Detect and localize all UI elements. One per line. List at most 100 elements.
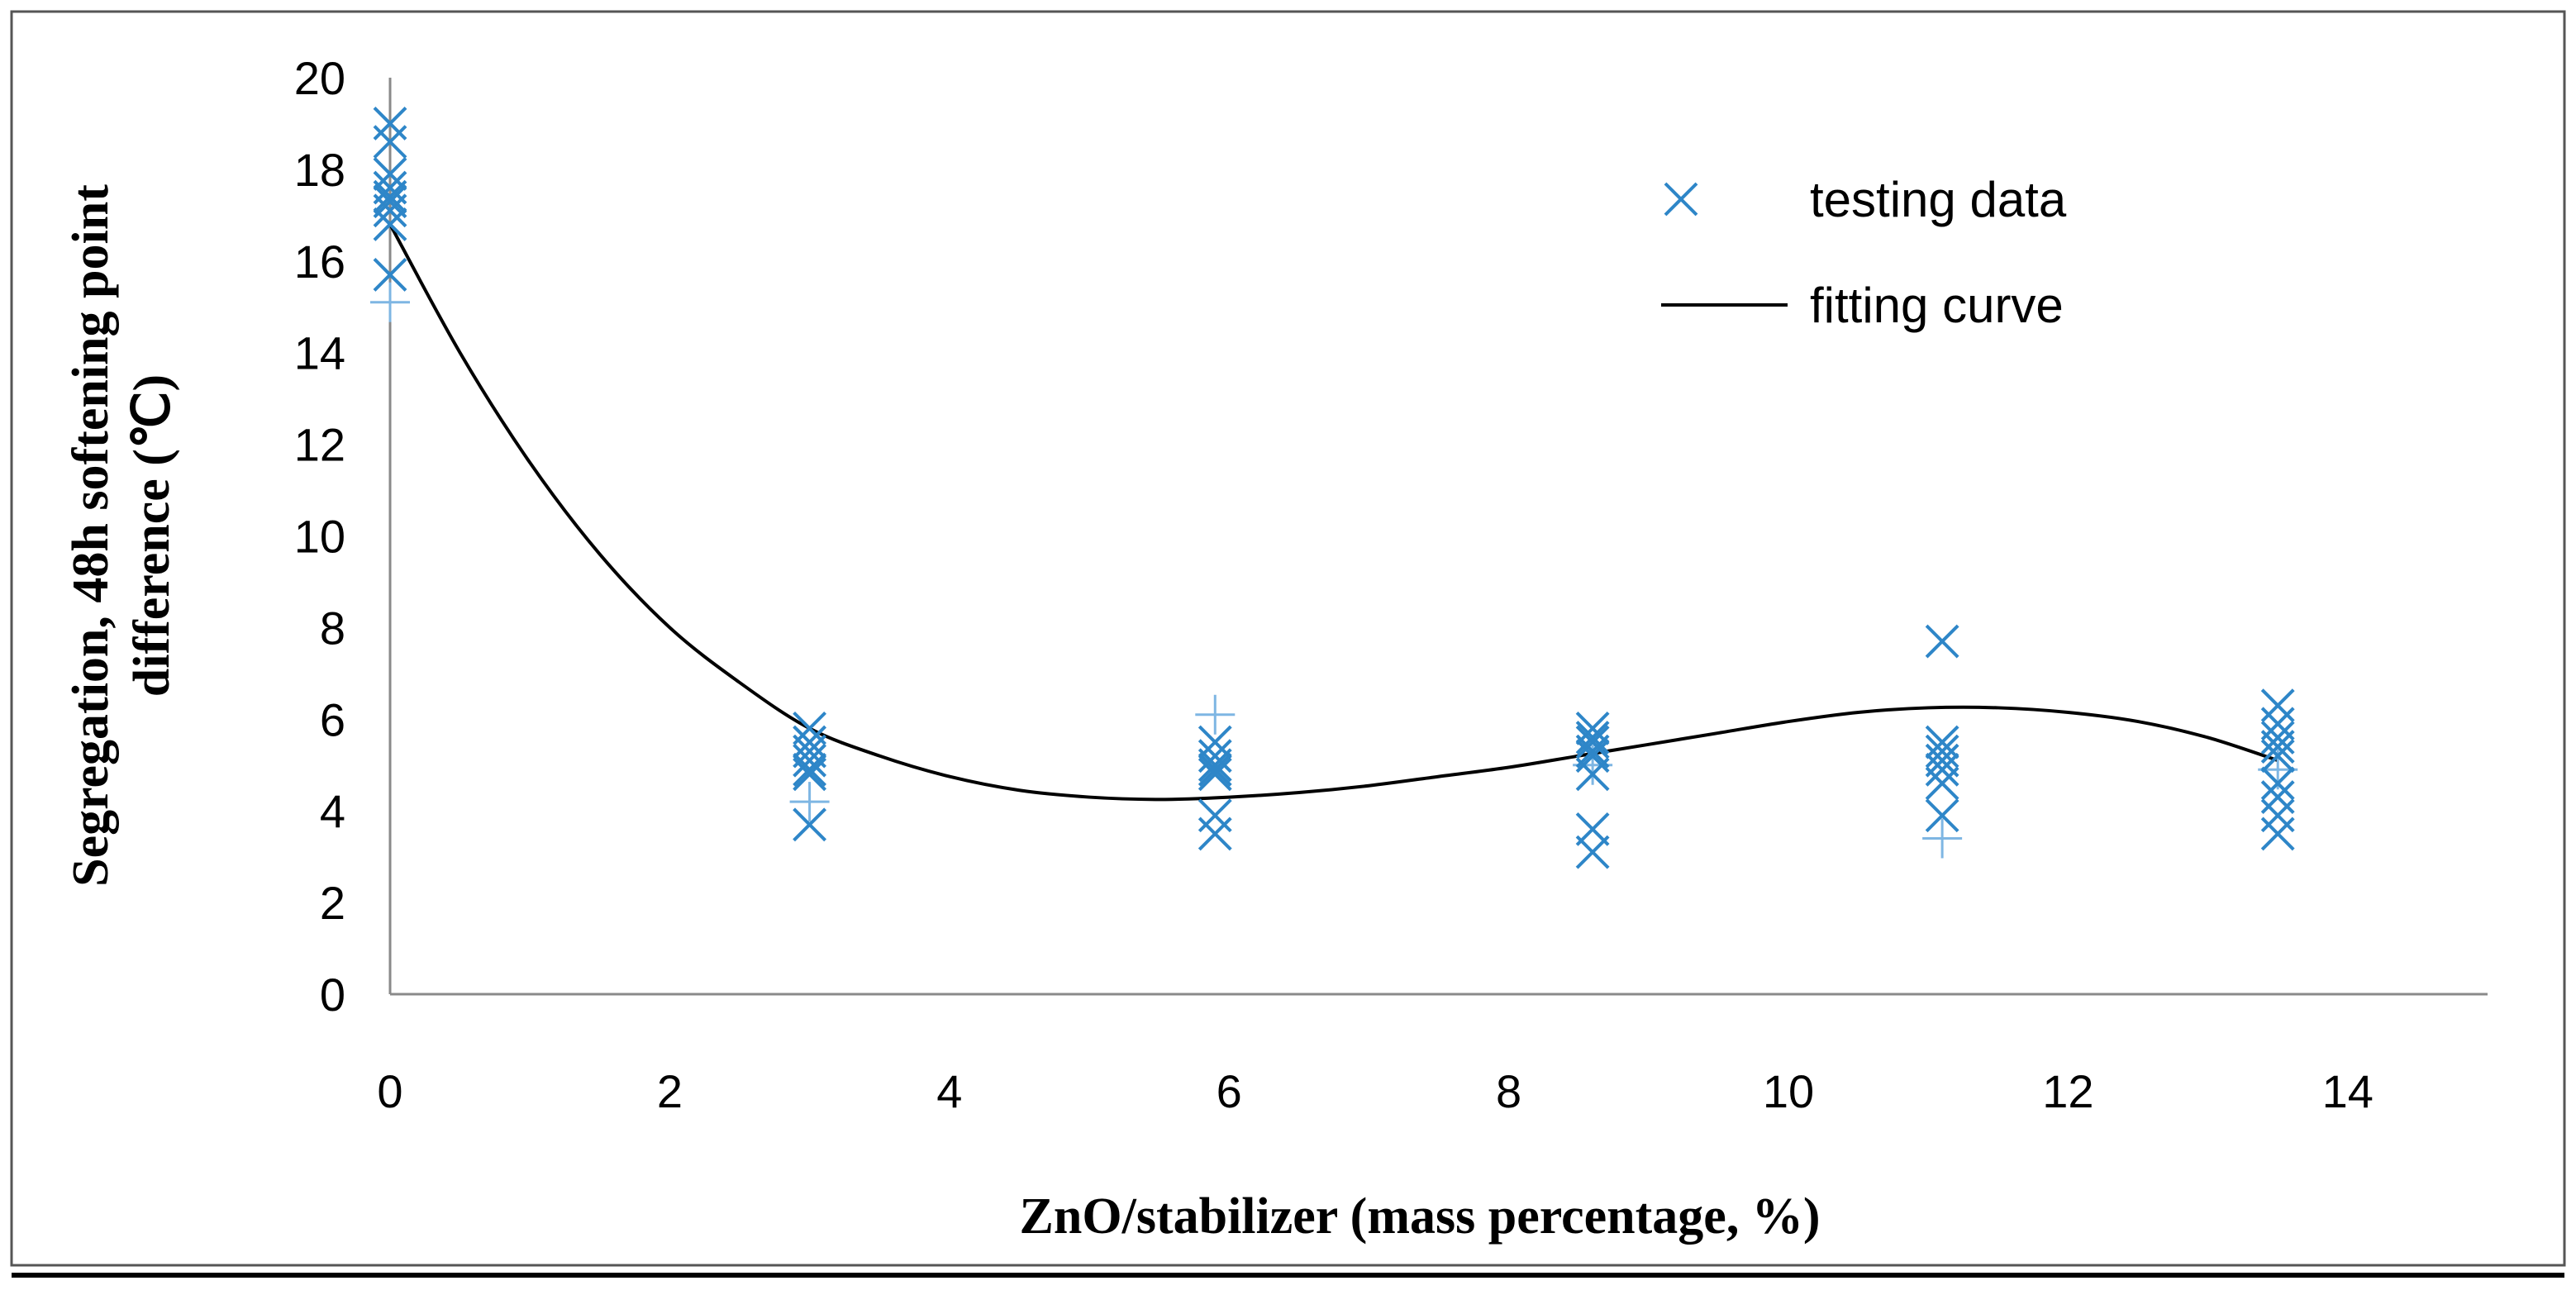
x-tick-label: 6 <box>1217 1065 1242 1117</box>
x-marker <box>1575 835 1610 869</box>
y-tick-labels: 0 2 4 6 8 10 12 14 16 18 20 <box>294 52 345 1021</box>
y-axis-title-line2: difference (℃) <box>124 374 180 697</box>
x-marker <box>793 807 827 842</box>
x-marker <box>2260 780 2295 814</box>
y-tick-label: 4 <box>320 785 345 837</box>
x-marker-stroke <box>1575 725 1610 759</box>
x-marker <box>1198 817 1232 851</box>
x-marker <box>1198 757 1232 792</box>
x-tick-label: 0 <box>377 1065 402 1117</box>
x-marker-stroke <box>1575 721 1610 755</box>
x-marker <box>793 752 827 787</box>
x-axis-title: ZnO/stabilizer (mass percentage, %) <box>1020 1188 1821 1245</box>
x-marker-stroke <box>1198 739 1232 774</box>
x-marker-stroke <box>373 258 407 292</box>
x-marker-stroke <box>1575 739 1610 774</box>
x-marker <box>1575 721 1610 755</box>
x-marker-stroke <box>1925 725 1959 759</box>
x-marker-stroke <box>793 725 827 759</box>
x-marker <box>2260 721 2295 755</box>
x-marker-stroke <box>2260 721 2295 755</box>
y-tick-label: 8 <box>320 602 345 654</box>
data-marker-layer <box>370 107 2298 869</box>
x-marker <box>793 757 827 792</box>
fitting-curve <box>388 223 2278 802</box>
x-marker-stroke <box>1198 757 1232 792</box>
legend: testing data fitting curve <box>1661 172 2067 333</box>
x-marker-stroke <box>793 757 827 792</box>
x-marker <box>1925 798 1959 833</box>
legend-label-fitting-curve: fitting curve <box>1810 278 2064 333</box>
x-marker-stroke <box>1198 748 1232 783</box>
fitting-curve-layer <box>388 223 2278 802</box>
x-marker <box>793 725 827 759</box>
x-marker <box>373 107 407 140</box>
x-marker <box>2260 730 2295 764</box>
x-marker <box>2260 817 2295 851</box>
x-marker <box>2260 739 2295 774</box>
x-marker <box>373 179 407 214</box>
x-marker <box>373 207 407 241</box>
x-tick-label: 10 <box>1763 1065 1814 1117</box>
y-tick-label: 12 <box>294 419 345 471</box>
y-tick-label: 6 <box>320 693 345 745</box>
x-marker <box>1198 752 1232 787</box>
x-marker-stroke <box>793 752 827 787</box>
x-marker-stroke <box>1198 752 1232 787</box>
x-marker-stroke <box>1198 817 1232 851</box>
y-tick-label: 14 <box>294 327 345 379</box>
x-marker <box>1925 752 1959 787</box>
x-marker-stroke <box>373 107 407 140</box>
x-marker-stroke <box>2260 766 2295 801</box>
x-marker-stroke <box>1925 798 1959 833</box>
chart-border <box>10 10 2566 1267</box>
x-marker <box>2260 798 2295 833</box>
x-marker-stroke <box>2260 739 2295 774</box>
y-axis-title-line1: Segregation, 48h softening point <box>63 184 119 887</box>
x-marker-stroke <box>373 125 407 159</box>
x-marker-stroke <box>793 807 827 842</box>
x-marker <box>373 258 407 292</box>
x-marker <box>373 193 407 228</box>
x-marker <box>2260 766 2295 801</box>
x-marker-stroke <box>793 743 827 778</box>
x-marker <box>1198 748 1232 783</box>
x-marker <box>1925 766 1959 801</box>
x-marker-stroke <box>373 207 407 241</box>
x-marker-stroke <box>1575 835 1610 869</box>
x-marker-stroke <box>1925 766 1959 801</box>
x-marker <box>1575 757 1610 792</box>
x-marker <box>373 125 407 159</box>
y-tick-label: 0 <box>320 969 345 1021</box>
legend-marker-x-icon <box>1664 182 1698 217</box>
x-tick-label: 4 <box>936 1065 962 1117</box>
x-marker-stroke <box>2260 780 2295 814</box>
x-marker-stroke <box>1925 734 1959 769</box>
x-marker-stroke <box>2260 730 2295 764</box>
x-marker-stroke <box>373 179 407 214</box>
x-marker-stroke <box>1925 752 1959 787</box>
x-marker-stroke <box>2260 688 2295 723</box>
y-tick-label: 2 <box>320 877 345 929</box>
x-marker <box>1925 624 1959 659</box>
x-marker-stroke <box>1198 798 1232 833</box>
x-marker-stroke <box>373 193 407 228</box>
y-tick-label: 18 <box>294 144 345 196</box>
y-axis-title: Segregation, 48h softening point differe… <box>63 184 180 887</box>
y-tick-label: 16 <box>294 236 345 288</box>
x-tick-label: 14 <box>2322 1065 2374 1117</box>
x-marker-stroke <box>2260 798 2295 833</box>
y-tick-label: 20 <box>294 52 345 104</box>
x-marker <box>2260 688 2295 723</box>
legend-label-testing-data: testing data <box>1810 172 2067 227</box>
y-tick-label: 10 <box>294 511 345 563</box>
x-marker <box>1198 739 1232 774</box>
plus-marker <box>789 782 830 822</box>
x-tick-label: 12 <box>2042 1065 2093 1117</box>
x-marker <box>1925 734 1959 769</box>
x-tick-labels: 0 2 4 6 8 10 12 14 <box>377 1065 2374 1117</box>
x-marker <box>1198 798 1232 833</box>
x-marker-stroke <box>1925 624 1959 659</box>
